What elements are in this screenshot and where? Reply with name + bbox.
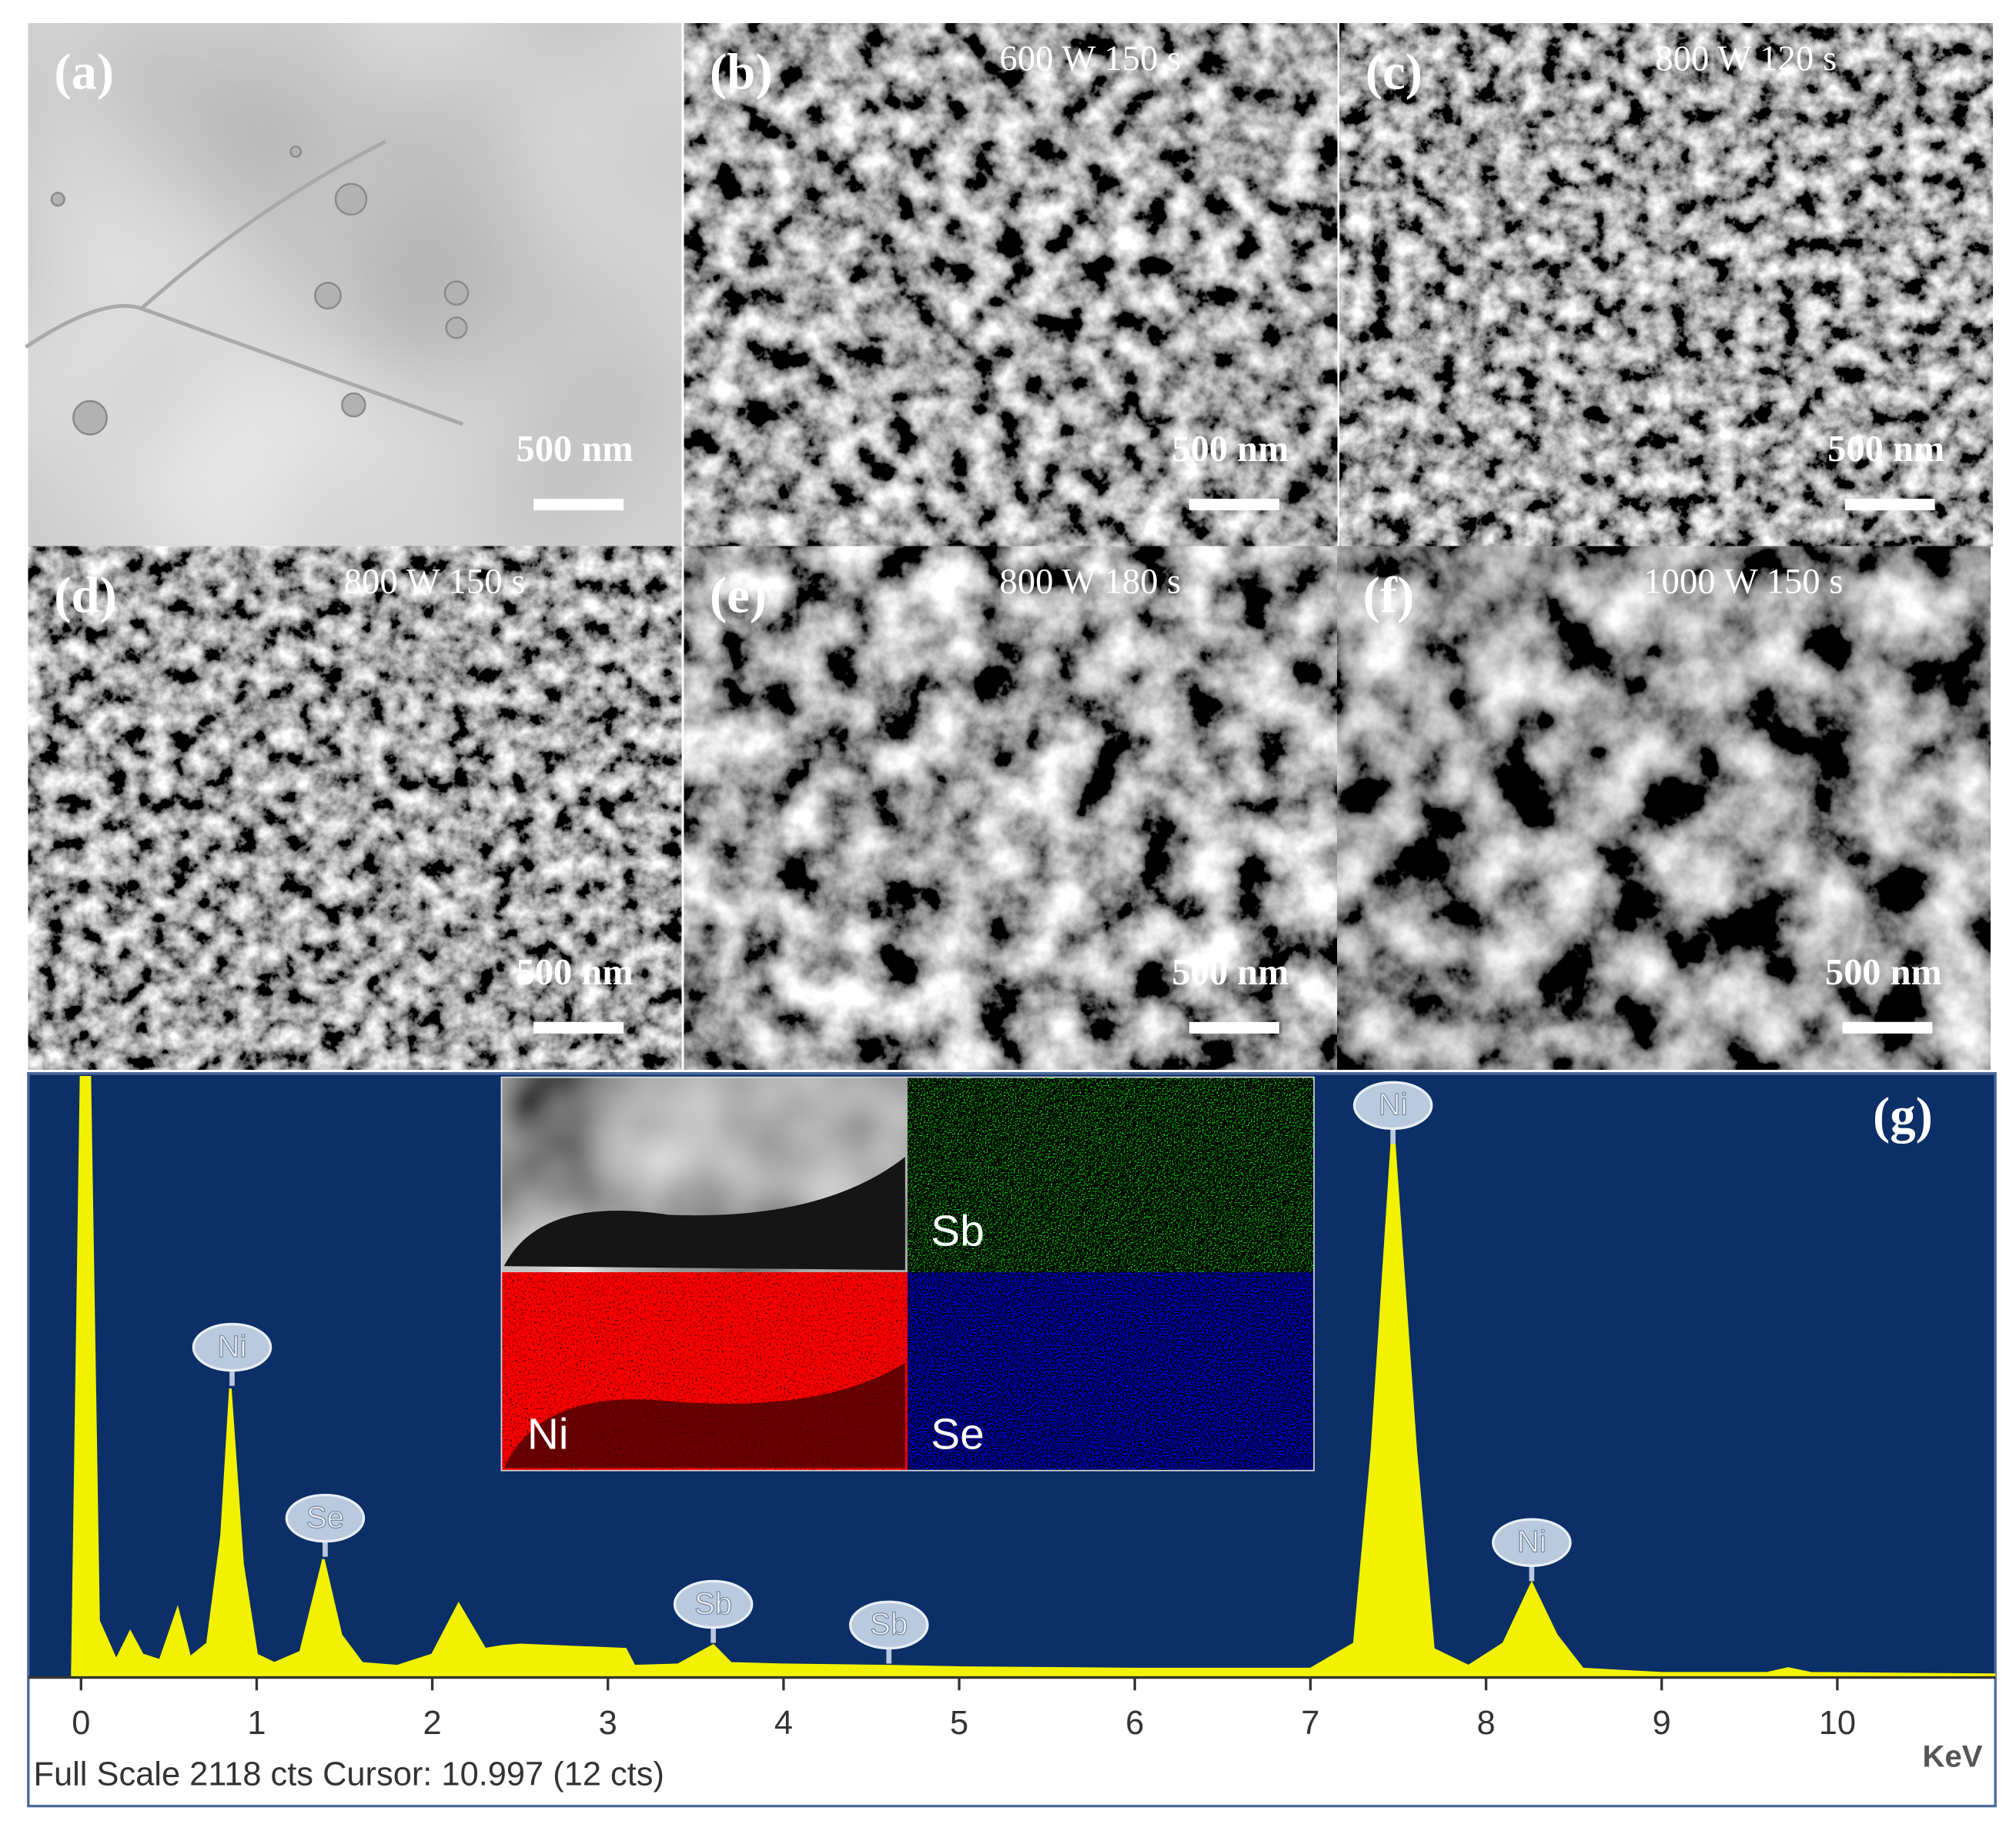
panel-label: (f)	[1362, 566, 1414, 623]
spectrum-line	[71, 1075, 1996, 1678]
panel-label: (d)	[54, 566, 117, 623]
droplet	[289, 145, 303, 159]
sem-panel: (f) 1000 W 150 s 500 nm	[1337, 546, 1991, 1070]
peak-label: Ni	[218, 1330, 247, 1364]
sem-panel: (a) 500 nm	[25, 23, 682, 546]
droplet	[443, 280, 470, 306]
panel-label: (b)	[710, 44, 773, 101]
inset-border	[500, 1076, 1315, 1472]
panel-label: (e)	[710, 566, 767, 623]
condition: 800 W 150 s	[344, 562, 526, 602]
footer: Full Scale 2118 cts Cursor: 10.997 (12 c…	[34, 1756, 664, 1793]
peak-bubble	[673, 1579, 754, 1629]
se-map	[908, 1272, 1315, 1471]
x-tick-label: 6	[1125, 1705, 1144, 1742]
peak-bubble	[1492, 1518, 1572, 1567]
peak-marker: Sb	[673, 1579, 754, 1643]
scale-bar-label: 500 nm	[1827, 429, 1944, 469]
map-label: Ni	[527, 1410, 569, 1458]
sem-panel: (b) 600 W 150 s 500 nm	[684, 23, 1338, 546]
peak-marker: Ni	[192, 1322, 272, 1386]
condition: 1000 W 150 s	[1643, 562, 1843, 602]
peak-label: Sb	[870, 1608, 908, 1642]
droplet	[50, 192, 65, 207]
scale-bar-label: 500 nm	[1825, 952, 1942, 993]
sem-image	[684, 23, 1338, 546]
map-label: Se	[931, 1410, 984, 1458]
x-tick-label: 7	[1301, 1705, 1319, 1742]
scale-bar	[1189, 1021, 1279, 1034]
droplet	[72, 399, 108, 436]
x-tick-label: 8	[1476, 1705, 1495, 1742]
x-tick-label: 5	[950, 1705, 968, 1742]
peak-marker: Ni	[1352, 1081, 1433, 1144]
droplet	[334, 182, 368, 216]
sem-panel: (c) 800 W 120 s 500 nm	[1339, 23, 1993, 546]
panel-label: (g)	[1873, 1088, 1933, 1144]
peak-bubble	[285, 1493, 366, 1543]
sem-image	[28, 23, 682, 546]
scale-bar-label: 500 nm	[1172, 429, 1289, 469]
peak-bubble	[849, 1600, 929, 1650]
peak-marker: Sb	[849, 1600, 929, 1664]
mapping-inset: Sb Ni Se	[500, 1076, 1315, 1472]
peak-label: Se	[306, 1501, 344, 1535]
x-tick-label: 4	[774, 1705, 793, 1742]
scale-bar	[1842, 1021, 1933, 1034]
peak-label: Ni	[1517, 1525, 1546, 1559]
sem-panel: (e) 800 W 180 s 500 nm	[684, 546, 1338, 1070]
sb-map	[908, 1077, 1315, 1273]
scale-bar-label: 500 nm	[517, 429, 634, 469]
condition: 600 W 150 s	[999, 38, 1181, 79]
scale-bar	[1844, 499, 1935, 511]
scale-bar	[533, 1021, 624, 1034]
droplet	[314, 282, 342, 310]
x-tick-label: 3	[599, 1705, 617, 1742]
scale-bar	[533, 499, 624, 511]
x-tick-label: 2	[423, 1705, 442, 1742]
sem-panel: (d) 800 W 150 s 500 nm	[28, 546, 682, 1070]
map-label: Sb	[931, 1207, 984, 1255]
peak-label: Sb	[694, 1587, 732, 1621]
ni-map-shape	[503, 1362, 905, 1468]
peak-marker: Ni	[1492, 1518, 1572, 1582]
peak-bubble	[1352, 1081, 1433, 1131]
grain-boundary	[25, 139, 464, 426]
sem-image	[28, 546, 682, 1070]
x-tick-label: 10	[1819, 1705, 1856, 1742]
sem-image	[684, 546, 1338, 1070]
peak-marker: Se	[285, 1493, 366, 1557]
panel-label: (a)	[54, 44, 114, 101]
condition: 800 W 120 s	[1655, 38, 1837, 79]
scale-bar-label: 500 nm	[517, 952, 634, 993]
sem-image	[1337, 546, 1991, 1070]
sem-map-shape	[503, 1157, 905, 1271]
scale-bar	[1189, 499, 1279, 511]
peak-label: Ni	[1379, 1088, 1408, 1122]
x-tick-label: 9	[1653, 1705, 1671, 1742]
droplet	[341, 392, 366, 418]
scale-bar-label: 500 nm	[1172, 952, 1289, 993]
x-tick-label: 0	[72, 1705, 90, 1742]
droplet	[445, 316, 468, 339]
panel-label: (c)	[1366, 44, 1423, 101]
condition: 800 W 180 s	[999, 562, 1181, 602]
peak-bubble	[192, 1322, 272, 1372]
x-unit: KeV	[1923, 1739, 1983, 1773]
sem-image	[1339, 23, 1993, 546]
x-tick-label: 1	[247, 1705, 266, 1742]
